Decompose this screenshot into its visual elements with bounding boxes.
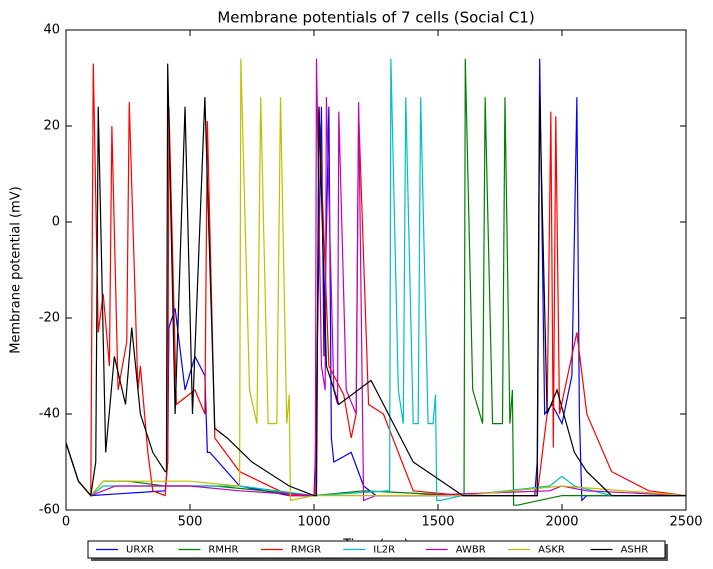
y-tick-label: -40 [39,407,60,422]
series-line [66,58,686,502]
legend-label: RMGR [291,545,321,556]
plot-lines [66,58,686,506]
chart-title: Membrane potentials of 7 cells (Social C… [217,9,534,27]
legend: URXR RMHR RMGR IL2R AWBR ASKR ASHR [87,540,668,561]
y-tick-label: -20 [39,311,60,326]
legend-label: AWBR [456,545,486,556]
legend-label: URXR [126,545,154,556]
legend-label: IL2R [373,545,395,556]
series-line [66,63,686,498]
legend-label: ASHR [621,545,649,556]
x-tick-label: 0 [62,515,70,530]
legend-box [87,540,666,559]
legend-label: RMHR [208,545,238,556]
x-tick-label: 500 [178,515,203,530]
y-tick-label: 40 [43,23,60,38]
y-axis-label: Membrane potential (mV) [9,186,24,353]
series-line [66,63,686,497]
legend-label: ASKR [538,545,565,556]
x-tick-label: 1000 [297,515,330,530]
y-tick-label: 20 [43,119,60,134]
y-tick-label: -60 [39,503,60,518]
plot-frame [65,29,687,511]
x-tick-label: 1500 [421,515,454,530]
x-tick-label: 2000 [545,515,578,530]
series-line [66,58,686,502]
x-tick-label: 2500 [669,515,702,530]
y-tick-label: 0 [52,215,60,230]
